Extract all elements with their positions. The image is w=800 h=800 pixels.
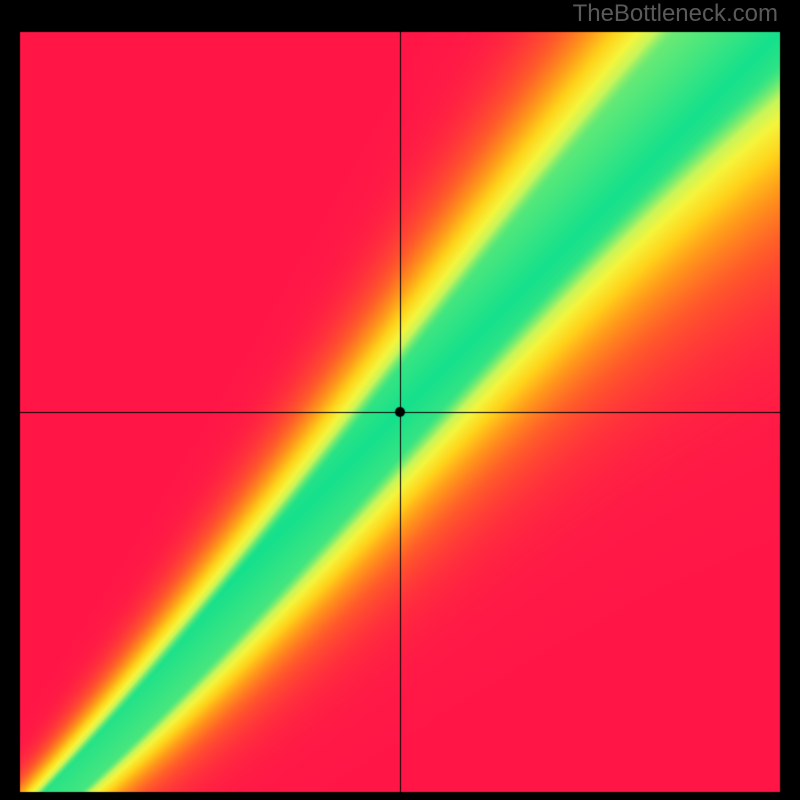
bottleneck-heatmap-canvas [0, 0, 800, 800]
chart-container: TheBottleneck.com [0, 0, 800, 800]
watermark-text: TheBottleneck.com [573, 0, 778, 28]
